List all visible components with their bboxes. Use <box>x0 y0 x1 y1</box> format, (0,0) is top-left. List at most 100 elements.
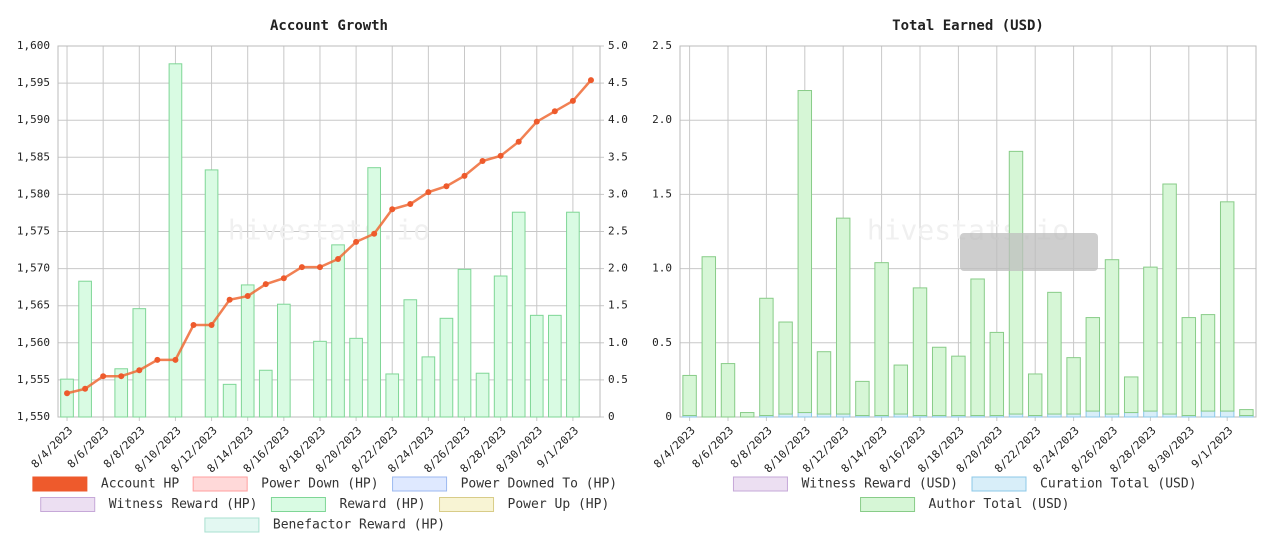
y2-tick-label: 0.5 <box>608 373 628 386</box>
bar <box>421 356 436 418</box>
bar <box>132 308 147 418</box>
tooltip-box <box>960 233 1098 271</box>
legend-swatch <box>732 476 788 492</box>
y-tick-label: 1,560 <box>17 336 50 349</box>
y-tick-label: 1,595 <box>17 76 50 89</box>
bar <box>893 364 909 415</box>
bar <box>1200 314 1216 412</box>
line-point <box>371 230 378 237</box>
bar <box>682 374 697 417</box>
line-point <box>587 77 594 84</box>
bar <box>931 346 947 417</box>
bar <box>835 217 851 415</box>
bar <box>778 321 793 415</box>
y2-tick-label: 4.0 <box>608 113 628 126</box>
y2-tick-label: 1.5 <box>608 299 628 312</box>
y-tick-label: 1.0 <box>652 262 672 275</box>
line-point <box>118 373 125 380</box>
bar <box>1008 150 1024 415</box>
y-tick-label: 1,590 <box>17 113 50 126</box>
line-point <box>533 118 540 125</box>
y-tick-label: 2.5 <box>652 39 672 52</box>
legend-swatch <box>192 476 248 492</box>
line-point <box>136 367 143 374</box>
chart-title: Total Earned (USD) <box>892 18 1044 34</box>
line-point <box>208 321 215 328</box>
bar <box>855 380 870 417</box>
line-point <box>172 356 179 363</box>
legend-label: Power Down (HP) <box>261 477 378 492</box>
bar <box>1085 410 1101 418</box>
legend-swatch <box>270 497 326 512</box>
bar <box>1143 266 1158 412</box>
bar <box>797 90 813 414</box>
bar <box>511 211 526 418</box>
bar <box>439 317 454 418</box>
legend-swatch <box>971 476 1027 492</box>
legend-swatch <box>392 476 448 492</box>
legend-label: Benefactor Reward (HP) <box>273 518 445 533</box>
bar <box>78 280 92 418</box>
line-point <box>335 255 342 262</box>
legend-label: Reward (HP) <box>339 497 425 512</box>
bar <box>277 303 291 418</box>
bar <box>797 412 813 418</box>
bar <box>349 337 363 418</box>
legend-swatch <box>439 497 495 512</box>
watermark: hivestats.io <box>228 214 430 247</box>
y-tick-label: 0.5 <box>652 336 672 349</box>
bar <box>951 355 966 417</box>
bar <box>114 368 129 418</box>
y-tick-label: 1,600 <box>17 39 50 52</box>
y-tick-label: 0 <box>665 410 672 423</box>
bar <box>1123 412 1139 418</box>
bar <box>258 369 273 418</box>
y-tick-label: 1,555 <box>17 373 50 386</box>
bar <box>1104 259 1120 415</box>
line-point <box>100 373 107 380</box>
legend-label: Curation Total (USD) <box>1040 477 1197 492</box>
bar <box>403 299 418 418</box>
line-point <box>569 97 576 104</box>
y2-tick-label: 4.5 <box>608 76 628 89</box>
bar <box>168 63 183 418</box>
bar <box>874 262 889 417</box>
y-tick-label: 1,550 <box>17 410 50 423</box>
line-point <box>443 183 450 190</box>
bar <box>1085 317 1101 412</box>
y-tick-label: 1,565 <box>17 299 50 312</box>
legend-label: Power Downed To (HP) <box>461 477 618 492</box>
legend-swatch <box>204 517 260 533</box>
legend-label: Author Total (USD) <box>929 497 1070 512</box>
bar <box>385 373 400 418</box>
bar <box>1027 373 1043 417</box>
bar <box>1200 410 1216 418</box>
line-point <box>461 172 468 179</box>
y-tick-label: 1,570 <box>17 262 50 275</box>
line-point <box>515 138 522 145</box>
line-point <box>298 264 305 271</box>
line-point <box>226 296 233 303</box>
line-point <box>190 321 197 328</box>
bar <box>313 340 327 418</box>
line-point <box>316 264 323 271</box>
y-tick-label: 1,580 <box>17 187 50 200</box>
bar <box>240 284 255 418</box>
bar <box>367 167 381 418</box>
bar <box>912 287 928 417</box>
line-point <box>353 238 360 245</box>
y2-tick-label: 3.0 <box>608 187 628 200</box>
bar <box>529 314 544 418</box>
bar <box>816 351 832 415</box>
y-tick-label: 2.0 <box>652 113 672 126</box>
bar <box>1047 291 1062 415</box>
bar <box>548 314 562 418</box>
line-point <box>64 390 71 397</box>
y2-tick-label: 3.5 <box>608 150 628 163</box>
legend-label: Witness Reward (HP) <box>109 497 258 512</box>
bar <box>331 244 345 418</box>
y2-tick-label: 0 <box>608 410 615 423</box>
bar <box>457 268 472 418</box>
y2-tick-label: 2.0 <box>608 262 628 275</box>
